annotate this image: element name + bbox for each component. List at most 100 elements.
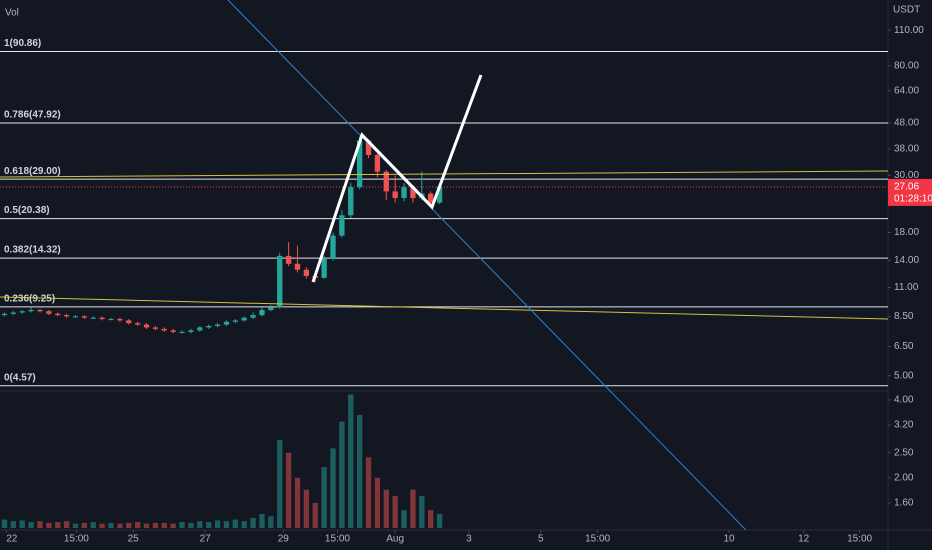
candle-body — [143, 324, 150, 328]
candle-body — [170, 330, 176, 332]
candle-body — [152, 327, 159, 329]
volume-bar — [419, 496, 425, 528]
volume-bar — [161, 522, 167, 528]
volume-bar — [188, 522, 194, 528]
volume-bar — [392, 496, 398, 528]
candle-body — [108, 319, 114, 321]
y2-tick-label: 4.00 — [894, 395, 914, 406]
candle-body — [428, 193, 434, 203]
volume-bar — [72, 523, 79, 528]
candle-body — [356, 140, 363, 188]
drawings — [0, 0, 889, 531]
y2-tick-label: 2.00 — [894, 472, 914, 483]
axes: 110.00 80.00 64.00 48.00 38.00 30.00 18.00 14.0… — [5, 25, 932, 545]
x-tick-label: 15:00 — [585, 534, 610, 545]
candle-body — [37, 309, 43, 312]
candle-body — [321, 259, 327, 278]
volume-bar — [90, 522, 96, 528]
candle-body — [134, 323, 141, 325]
volume-bar — [99, 523, 105, 528]
candle-body — [410, 187, 416, 199]
x-tick-label: 5 — [538, 534, 544, 545]
candle-body — [206, 325, 212, 328]
volume-bar — [223, 521, 230, 528]
x-tick-label: 15:00 — [325, 534, 350, 545]
fib-level-label: 0.786(47.92) — [4, 110, 61, 121]
candle-body — [277, 255, 283, 308]
volume-bar — [117, 523, 123, 528]
volume-bar — [19, 520, 25, 528]
candle-body — [250, 315, 256, 318]
candle-body — [126, 320, 132, 324]
candle-body — [259, 309, 265, 316]
volume-bar — [339, 421, 345, 528]
candle-body — [63, 315, 70, 317]
y-tick-label: 11.00 — [894, 282, 919, 293]
pattern-drawing — [311, 74, 483, 283]
candle-body — [365, 140, 372, 155]
candle-body — [99, 317, 105, 320]
candle-body — [241, 317, 247, 321]
volume-bar — [383, 489, 389, 528]
candle-body — [10, 312, 16, 314]
volume-bar — [232, 519, 238, 528]
volume-label: Vol — [5, 8, 19, 19]
candle-body — [374, 154, 381, 172]
y-tick-label: 38.00 — [894, 144, 919, 155]
volume-bar — [55, 522, 61, 528]
volume-bar — [1, 519, 8, 528]
fib-level-label: 0(4.57) — [4, 372, 36, 383]
last-price-box — [888, 178, 932, 206]
y-tick-label: 30.00 — [894, 170, 919, 181]
x-tick-label: 22 — [6, 534, 18, 545]
candle-body — [197, 327, 203, 331]
candle-body — [232, 320, 238, 322]
volume-bar — [46, 522, 52, 528]
volume-bar — [294, 477, 301, 528]
volume-bar — [259, 513, 265, 528]
y-tick-label: 80.00 — [894, 60, 919, 71]
volume-bar — [285, 452, 292, 528]
x-tick-label: 25 — [128, 534, 140, 545]
volume-bar — [28, 522, 34, 528]
volume-bar — [401, 510, 407, 528]
fib-levels: 1(90.86) 0.786(47.92) 0.618(29.00) 0.5(20.3… — [0, 38, 888, 387]
y-tick-label: 5.00 — [894, 370, 914, 381]
volume-bar — [126, 522, 132, 528]
volume-bar — [330, 448, 336, 528]
candle-body — [392, 191, 398, 199]
x-tick-label: 15:00 — [64, 534, 89, 545]
fib-level-label: 0.236(9.25) — [4, 294, 55, 305]
volume-bar — [365, 457, 372, 528]
volume-bar — [356, 414, 363, 528]
volume-bar — [410, 489, 416, 528]
volume-bar — [108, 522, 114, 528]
volume-bar — [134, 522, 141, 528]
y-tick-label: 110.00 — [894, 25, 924, 36]
candle-body — [46, 311, 52, 314]
volume-bar — [436, 513, 443, 528]
volume-bar — [170, 523, 176, 528]
y-axis-label: USDT — [893, 5, 920, 16]
candle-body — [268, 307, 274, 310]
candle-body — [348, 187, 354, 216]
candle-body — [19, 311, 25, 313]
trend-line — [227, 0, 747, 531]
candle-body — [179, 331, 185, 333]
x-tick-label: 12 — [798, 534, 810, 545]
candle-body — [339, 215, 345, 236]
candle-body — [223, 321, 230, 325]
candle-body — [28, 309, 34, 312]
y-tick-label: 6.50 — [894, 341, 914, 352]
candle-body — [72, 316, 79, 318]
candle-body — [1, 313, 8, 316]
y2-tick-label: 3.20 — [894, 420, 914, 431]
x-tick-label: 29 — [278, 534, 290, 545]
fib-level-label: 0.382(14.32) — [4, 245, 61, 256]
countdown-label: 01:28:10 — [894, 194, 932, 205]
volume-bar — [348, 394, 354, 528]
y2-tick-label: 2.50 — [894, 447, 914, 458]
x-tick-label: 10 — [723, 534, 735, 545]
